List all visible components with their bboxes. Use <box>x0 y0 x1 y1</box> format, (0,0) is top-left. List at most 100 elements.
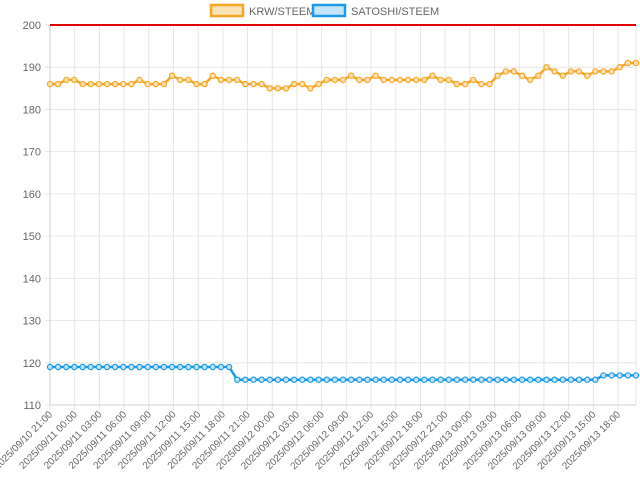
data-point <box>111 363 119 371</box>
legend-label: SATOSHI/STEEM <box>351 6 439 18</box>
data-point <box>299 80 306 88</box>
data-point <box>160 80 168 88</box>
data-point <box>461 376 469 383</box>
data-point <box>152 80 159 88</box>
data-point <box>315 80 322 88</box>
data-point <box>567 376 575 383</box>
legend-swatch <box>209 3 245 18</box>
data-point <box>413 76 420 84</box>
data-point <box>176 76 184 84</box>
data-point <box>592 68 599 75</box>
data-point <box>193 363 200 371</box>
data-point <box>535 72 542 79</box>
data-point <box>453 80 461 88</box>
data-point <box>95 80 103 88</box>
data-point <box>600 68 607 75</box>
data-point <box>445 76 452 84</box>
data-point <box>567 68 575 75</box>
data-point <box>323 376 330 383</box>
data-point <box>136 363 143 371</box>
data-point <box>543 63 550 71</box>
data-point <box>470 76 477 84</box>
legend: KRW/STEEM SATOSHI/STEEM <box>209 3 439 18</box>
data-point <box>518 72 526 79</box>
data-point <box>71 76 78 84</box>
data-point <box>307 376 314 383</box>
data-point <box>217 76 225 84</box>
data-point <box>258 376 265 383</box>
data-point <box>600 372 607 379</box>
data-point <box>616 372 623 379</box>
data-point <box>79 363 86 371</box>
data-point <box>429 376 436 383</box>
data-point <box>429 72 436 79</box>
data-point <box>339 376 347 383</box>
data-point <box>315 376 322 383</box>
data-point <box>209 363 216 371</box>
data-point <box>372 72 379 79</box>
data-point <box>551 68 558 75</box>
data-point <box>445 376 452 383</box>
data-point <box>470 376 477 383</box>
data-point <box>494 376 501 383</box>
data-point <box>54 363 62 371</box>
data-point <box>128 363 135 371</box>
data-point <box>291 376 298 383</box>
data-point <box>413 376 420 383</box>
data-point <box>258 80 265 88</box>
data-point <box>608 372 615 379</box>
data-point <box>437 76 444 84</box>
data-point <box>233 376 241 383</box>
data-point <box>404 76 412 84</box>
data-point <box>120 80 127 88</box>
data-point <box>372 376 379 383</box>
y-tick-label: 110 <box>23 400 41 412</box>
data-point <box>559 72 567 79</box>
data-point <box>339 76 347 84</box>
data-point <box>225 76 233 84</box>
data-point <box>510 376 518 383</box>
data-point <box>575 376 583 383</box>
data-point <box>71 363 78 371</box>
data-point <box>518 376 526 383</box>
data-point <box>551 376 558 383</box>
data-point <box>356 76 363 84</box>
data-point <box>331 376 339 383</box>
data-point <box>282 376 290 383</box>
data-point <box>364 76 371 84</box>
data-point <box>160 363 168 371</box>
data-point <box>274 376 282 383</box>
data-point <box>144 80 151 88</box>
data-point <box>478 376 485 383</box>
data-point <box>421 76 428 84</box>
y-tick-label: 130 <box>23 316 41 328</box>
data-point <box>193 80 200 88</box>
data-point <box>592 376 599 383</box>
data-point <box>486 80 493 88</box>
data-point <box>535 376 542 383</box>
data-point <box>437 376 444 383</box>
data-point <box>250 376 257 383</box>
series-layer <box>46 59 640 383</box>
data-point <box>63 363 70 371</box>
y-tick-label: 200 <box>23 20 41 32</box>
data-point <box>111 80 119 88</box>
data-point <box>624 59 632 67</box>
data-point <box>494 72 501 79</box>
y-tick-label: 180 <box>23 104 41 116</box>
data-point <box>274 85 282 92</box>
data-point <box>486 376 493 383</box>
data-point <box>356 376 363 383</box>
data-point <box>584 72 591 79</box>
data-point <box>575 68 583 75</box>
data-point <box>266 376 273 383</box>
y-tick-label: 140 <box>23 273 41 285</box>
data-point <box>388 376 395 383</box>
data-point <box>103 80 111 88</box>
data-point <box>87 80 94 88</box>
data-point <box>168 363 176 371</box>
data-point <box>128 80 135 88</box>
data-point <box>46 363 54 371</box>
y-tick-label: 170 <box>23 147 41 159</box>
